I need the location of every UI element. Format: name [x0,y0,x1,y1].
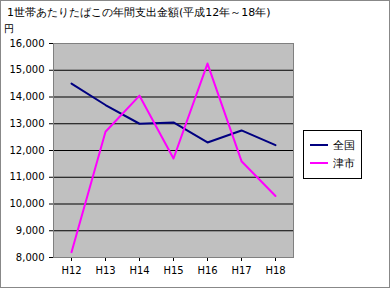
svg-text:H15: H15 [163,265,183,276]
svg-text:H12: H12 [61,265,81,276]
html-text:1世帯あたりたばこの年間支出金額(平成12年～18年): 1世帯あたりたばこの年間支出金額(平成12年～18年) [7,6,271,19]
svg-text:円: 円 [4,23,14,34]
svg-text:H13: H13 [95,265,115,276]
svg-text:H14: H14 [129,265,149,276]
svg-text:H17: H17 [231,265,251,276]
svg-text:12,000: 12,000 [10,145,45,156]
svg-text:8,000: 8,000 [16,252,45,263]
html-text:津市: 津市 [333,156,355,170]
svg-text:H18: H18 [265,265,285,276]
html-text:全国: 全国 [333,138,355,152]
svg-text:14,000: 14,000 [10,91,45,102]
svg-text:15,000: 15,000 [10,64,45,75]
svg-text:10,000: 10,000 [10,198,45,209]
svg-text:11,000: 11,000 [10,171,45,182]
svg-text:16,000: 16,000 [10,38,45,49]
svg-text:9,000: 9,000 [16,225,45,236]
svg-text:13,000: 13,000 [10,118,45,129]
svg-text:H16: H16 [197,265,217,276]
